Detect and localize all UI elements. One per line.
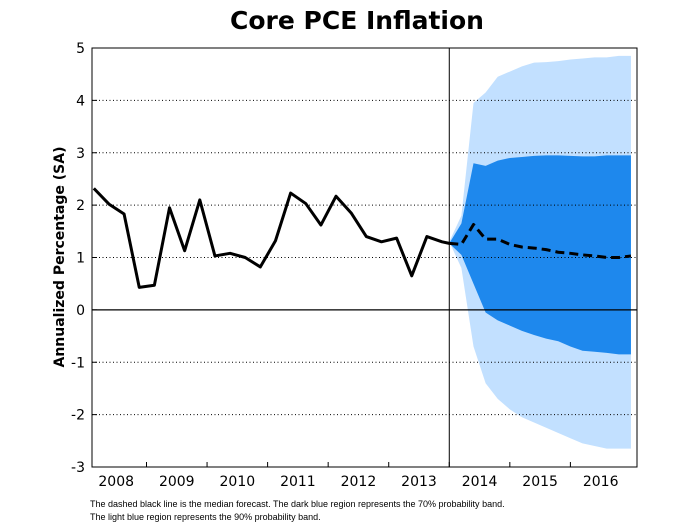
axes (91, 47, 638, 468)
probability-bands (449, 55, 631, 449)
y-tick-label-3: 3 (76, 146, 85, 162)
y-tick-label--1: -1 (71, 355, 85, 371)
series-lines (92, 187, 632, 289)
x-tick-label-2009: 2009 (159, 474, 195, 490)
x-tick-labels: 2008 2009 2010 2011 2012 2013 2014 2015 2016 (98, 474, 618, 490)
y-tick-label-4: 4 (76, 93, 85, 109)
x-tick-label-2010: 2010 (220, 474, 256, 490)
x-tick-label-2015: 2015 (522, 474, 558, 490)
y-tick-label--2: -2 (71, 408, 85, 424)
x-tick-label-2008: 2008 (98, 474, 134, 490)
y-tick-label-0: 0 (76, 303, 85, 319)
x-tick-label-2013: 2013 (401, 474, 437, 490)
history-line (92, 187, 450, 289)
median-forecast-line (449, 223, 632, 259)
footnote-line-2: The light blue region represents the 90%… (90, 512, 321, 522)
y-tick-label-5: 5 (76, 41, 85, 57)
x-tick-label-2016: 2016 (583, 474, 619, 490)
y-tick-label--3: -3 (71, 460, 85, 476)
x-tick-label-2012: 2012 (341, 474, 377, 490)
chart-title: Core PCE Inflation (230, 6, 484, 35)
y-axis-label: Annualized Percentage (SA) (52, 147, 68, 368)
y-tick-labels: -3 -2 -1 0 1 2 3 4 5 (71, 41, 85, 476)
footnote-line-1: The dashed black line is the median fore… (90, 499, 505, 509)
x-tick-label-2011: 2011 (280, 474, 316, 490)
x-tick-label-2014: 2014 (462, 474, 498, 490)
y-tick-label-2: 2 (76, 198, 85, 214)
y-tick-label-1: 1 (76, 251, 85, 267)
